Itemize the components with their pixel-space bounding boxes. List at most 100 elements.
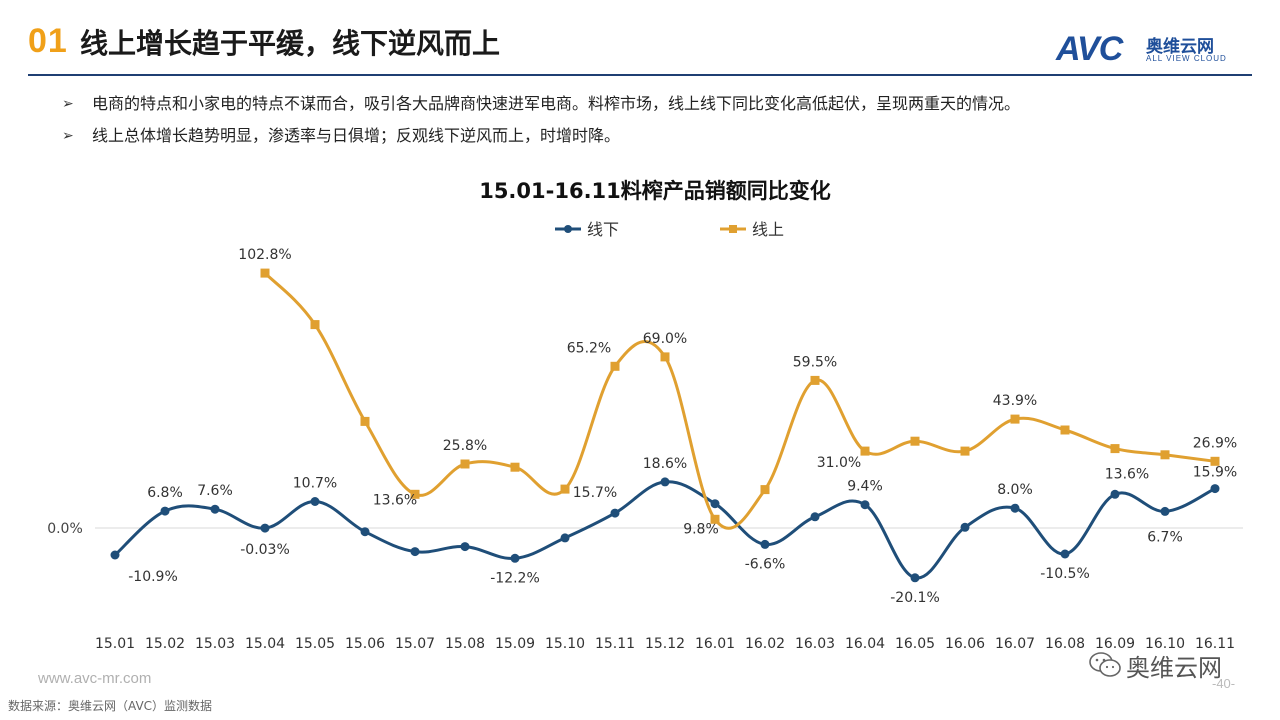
data-point <box>360 527 370 537</box>
data-point <box>410 547 420 557</box>
data-label: 6.8% <box>147 485 183 501</box>
x-tick-label: 16.02 <box>745 636 785 652</box>
data-point <box>460 459 470 469</box>
legend-label: 线下 <box>587 220 619 239</box>
legend-marker <box>729 225 737 233</box>
data-label: 7.6% <box>197 483 233 499</box>
x-tick-label: 15.04 <box>245 636 285 652</box>
data-point <box>160 506 170 516</box>
x-tick-label: 15.08 <box>445 636 485 652</box>
data-point <box>360 416 370 426</box>
data-label: -12.2% <box>490 570 540 586</box>
logo-mark: AVC <box>1056 30 1123 68</box>
data-point <box>460 542 470 552</box>
data-label: -6.6% <box>745 556 786 572</box>
data-label: 8.0% <box>997 482 1033 498</box>
data-point <box>910 573 920 583</box>
data-point <box>110 550 120 560</box>
data-label: -10.5% <box>1040 566 1090 582</box>
x-tick-label: 16.07 <box>995 636 1035 652</box>
x-tick-label: 15.02 <box>145 636 185 652</box>
data-point <box>1160 506 1170 516</box>
data-point <box>760 485 770 495</box>
data-point <box>210 504 220 514</box>
data-point <box>1110 489 1120 499</box>
data-point <box>960 446 970 456</box>
data-point <box>760 539 770 549</box>
bullet-list: ➢ 电商的特点和小家电的特点不谋而合，吸引各大品牌商快速进军电商。料榨市场，线上… <box>62 92 1252 156</box>
data-point <box>510 462 520 472</box>
data-point <box>1210 484 1220 494</box>
data-label: 13.6% <box>373 492 417 508</box>
data-point <box>560 533 570 543</box>
data-label: -20.1% <box>890 590 940 606</box>
data-point <box>410 489 420 499</box>
data-point <box>710 514 720 524</box>
logo-english-name: ALL VIEW CLOUD <box>1146 54 1227 63</box>
data-point <box>910 436 920 446</box>
x-tick-label: 15.03 <box>195 636 235 652</box>
legend-marker <box>564 225 572 233</box>
bullet-text: 线上总体增长趋势明显，渗透率与日俱增；反观线下逆风而上，时增时降。 <box>92 126 621 145</box>
section-number: 01 <box>28 22 68 60</box>
data-point <box>1060 549 1070 559</box>
bullet-arrow-icon: ➢ <box>62 96 74 112</box>
x-tick-label: 15.01 <box>95 636 135 652</box>
legend-label: 线上 <box>752 220 784 239</box>
series-line-offline <box>113 480 1216 580</box>
data-label: 69.0% <box>643 331 687 347</box>
data-point <box>1160 450 1170 460</box>
x-tick-label: 15.11 <box>595 636 635 652</box>
x-tick-label: 16.05 <box>895 636 935 652</box>
data-point <box>260 268 270 278</box>
x-tick-label: 16.01 <box>695 636 735 652</box>
data-source-note: 数据来源：奥维云网（AVC）监测数据 <box>8 699 213 713</box>
x-tick-label: 15.09 <box>495 636 535 652</box>
bullet-item: ➢ 线上总体增长趋势明显，渗透率与日俱增；反观线下逆风而上，时增时降。 <box>62 124 1252 156</box>
data-point <box>310 497 320 506</box>
data-label: 102.8% <box>238 247 291 263</box>
data-label: 25.8% <box>443 438 487 454</box>
data-point <box>1060 425 1070 435</box>
data-label: 26.9% <box>1193 435 1237 451</box>
x-tick-label: 16.11 <box>1195 636 1235 652</box>
wechat-watermark: 奥维云网 <box>1088 646 1248 686</box>
bullet-item: ➢ 电商的特点和小家电的特点不谋而合，吸引各大品牌商快速进军电商。料榨市场，线上… <box>62 92 1252 124</box>
chart-legend: 线下 线上 <box>555 220 784 239</box>
data-label: -10.9% <box>128 569 178 585</box>
header: 01 线上增长趋于平缓，线下逆风而上 AVC 奥维云网 ALL VIEW CLO… <box>0 0 1280 78</box>
chart-title: 15.01-16.11料榨产品销额同比变化 <box>479 179 831 203</box>
data-point <box>610 361 620 371</box>
data-point <box>260 523 270 533</box>
x-tick-label: 15.10 <box>545 636 585 652</box>
data-label: 15.7% <box>573 485 617 501</box>
data-point <box>610 508 620 518</box>
data-point <box>710 499 720 509</box>
data-label: 18.6% <box>643 456 687 472</box>
x-tick-label: 16.09 <box>1095 636 1135 652</box>
x-tick-label: 16.03 <box>795 636 835 652</box>
data-point <box>660 477 670 487</box>
x-tick-label: 15.05 <box>295 636 335 652</box>
data-point <box>810 375 820 385</box>
data-point <box>1110 444 1120 454</box>
wechat-icon <box>1089 652 1121 677</box>
data-label: -0.03% <box>240 542 290 558</box>
header-divider <box>28 74 1252 76</box>
data-label: 65.2% <box>567 340 611 356</box>
data-label: 10.7% <box>293 476 337 492</box>
data-label: 43.9% <box>993 393 1037 409</box>
zero-axis-label: 0.0% <box>47 521 83 537</box>
data-label: 9.4% <box>847 479 883 495</box>
page-number: -40- <box>1212 676 1236 691</box>
data-point <box>960 522 970 532</box>
data-point <box>560 484 570 494</box>
x-tick-label: 16.10 <box>1145 636 1185 652</box>
data-point <box>510 553 520 563</box>
x-tick-label: 16.08 <box>1045 636 1085 652</box>
data-label: 59.5% <box>793 354 837 370</box>
data-label: 31.0% <box>817 455 861 471</box>
page-title: 线上增长趋于平缓，线下逆风而上 <box>80 27 501 60</box>
avc-logo: AVC 奥维云网 ALL VIEW CLOUD <box>1056 28 1256 72</box>
